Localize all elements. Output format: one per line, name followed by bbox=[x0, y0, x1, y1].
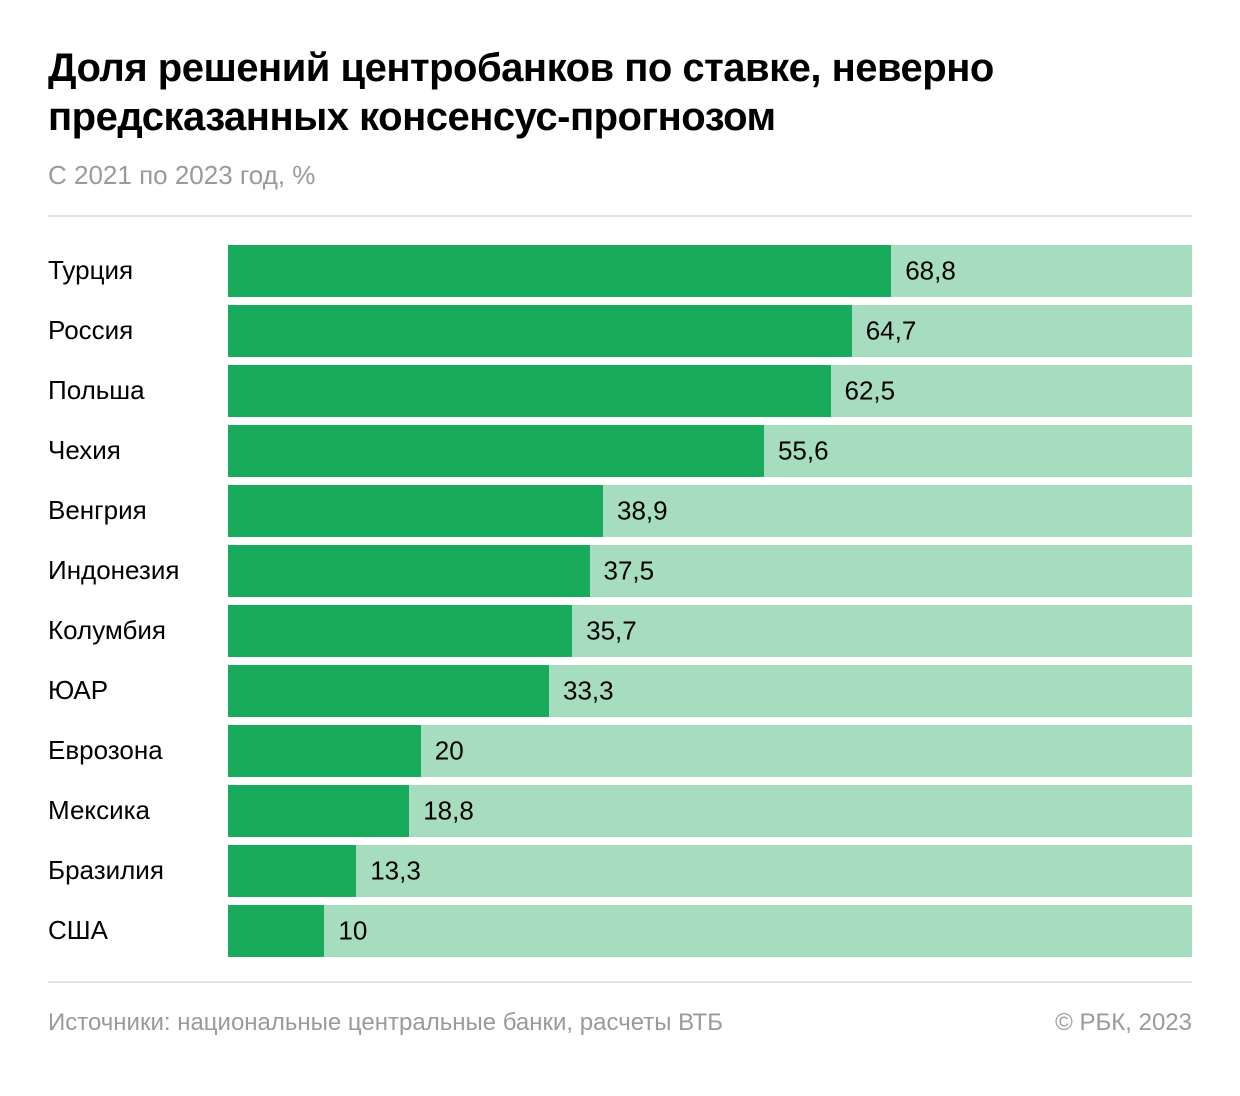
bar-row: Польша 62,5 bbox=[48, 365, 1192, 417]
bar-row: Чехия 55,6 bbox=[48, 425, 1192, 477]
bar-row: Турция 68,8 bbox=[48, 245, 1192, 297]
bar-value: 62,5 bbox=[831, 375, 896, 406]
bar-row: Индонезия 37,5 bbox=[48, 545, 1192, 597]
bar-value: 55,6 bbox=[764, 435, 829, 466]
bar-foreground bbox=[228, 845, 356, 897]
bar-foreground bbox=[228, 605, 572, 657]
bar-label: Колумбия bbox=[48, 615, 228, 646]
bar-foreground bbox=[228, 425, 764, 477]
bar-track: 64,7 bbox=[228, 305, 1192, 357]
bar-label: Турция bbox=[48, 255, 228, 286]
bar-track: 10 bbox=[228, 905, 1192, 957]
chart-footer: Источники: национальные центральные банк… bbox=[48, 1009, 1192, 1037]
bar-track: 62,5 bbox=[228, 365, 1192, 417]
bar-label: Чехия bbox=[48, 435, 228, 466]
divider-top bbox=[48, 215, 1192, 217]
bar-foreground bbox=[228, 545, 590, 597]
bar-label: Россия bbox=[48, 315, 228, 346]
bar-value: 68,8 bbox=[891, 255, 956, 286]
bar-track: 13,3 bbox=[228, 845, 1192, 897]
bar-row: Еврозона 20 bbox=[48, 725, 1192, 777]
chart-subtitle: С 2021 по 2023 год, % bbox=[48, 160, 1192, 191]
bar-row: Мексика 18,8 bbox=[48, 785, 1192, 837]
chart-title: Доля решений центробанков по ставке, нев… bbox=[48, 44, 1192, 142]
bar-foreground bbox=[228, 365, 831, 417]
bar-value: 20 bbox=[421, 735, 464, 766]
bar-label: Мексика bbox=[48, 795, 228, 826]
bar-row: ЮАР 33,3 bbox=[48, 665, 1192, 717]
source-text: Источники: национальные центральные банк… bbox=[48, 1009, 723, 1037]
bar-label: США bbox=[48, 915, 228, 946]
bar-value: 38,9 bbox=[603, 495, 668, 526]
bar-chart: Турция 68,8 Россия 64,7 Польша 62,5 Чехия 55,6 В… bbox=[48, 245, 1192, 957]
bar-foreground bbox=[228, 305, 852, 357]
bar-label: Польша bbox=[48, 375, 228, 406]
copyright-text: © РБК, 2023 bbox=[1055, 1009, 1192, 1037]
bar-row: Бразилия 13,3 bbox=[48, 845, 1192, 897]
bar-label: Еврозона bbox=[48, 735, 228, 766]
bar-value: 37,5 bbox=[590, 555, 655, 586]
bar-track: 37,5 bbox=[228, 545, 1192, 597]
bar-label: Индонезия bbox=[48, 555, 228, 586]
bar-row: США 10 bbox=[48, 905, 1192, 957]
bar-label: ЮАР bbox=[48, 675, 228, 706]
bar-value: 35,7 bbox=[572, 615, 637, 646]
bar-track: 33,3 bbox=[228, 665, 1192, 717]
divider-bottom bbox=[48, 981, 1192, 983]
bar-label: Бразилия bbox=[48, 855, 228, 886]
bar-track: 20 bbox=[228, 725, 1192, 777]
bar-row: Венгрия 38,9 bbox=[48, 485, 1192, 537]
bar-track: 68,8 bbox=[228, 245, 1192, 297]
bar-foreground bbox=[228, 725, 421, 777]
bar-foreground bbox=[228, 665, 549, 717]
bar-row: Колумбия 35,7 bbox=[48, 605, 1192, 657]
bar-foreground bbox=[228, 485, 603, 537]
bar-foreground bbox=[228, 245, 891, 297]
bar-track: 38,9 bbox=[228, 485, 1192, 537]
bar-value: 18,8 bbox=[409, 795, 474, 826]
bar-background bbox=[228, 905, 1192, 957]
bar-foreground bbox=[228, 905, 324, 957]
bar-value: 10 bbox=[324, 915, 367, 946]
bar-foreground bbox=[228, 785, 409, 837]
bar-value: 64,7 bbox=[852, 315, 917, 346]
bar-track: 55,6 bbox=[228, 425, 1192, 477]
bar-value: 13,3 bbox=[356, 855, 421, 886]
bar-value: 33,3 bbox=[549, 675, 614, 706]
bar-row: Россия 64,7 bbox=[48, 305, 1192, 357]
bar-label: Венгрия bbox=[48, 495, 228, 526]
bar-track: 35,7 bbox=[228, 605, 1192, 657]
bar-track: 18,8 bbox=[228, 785, 1192, 837]
